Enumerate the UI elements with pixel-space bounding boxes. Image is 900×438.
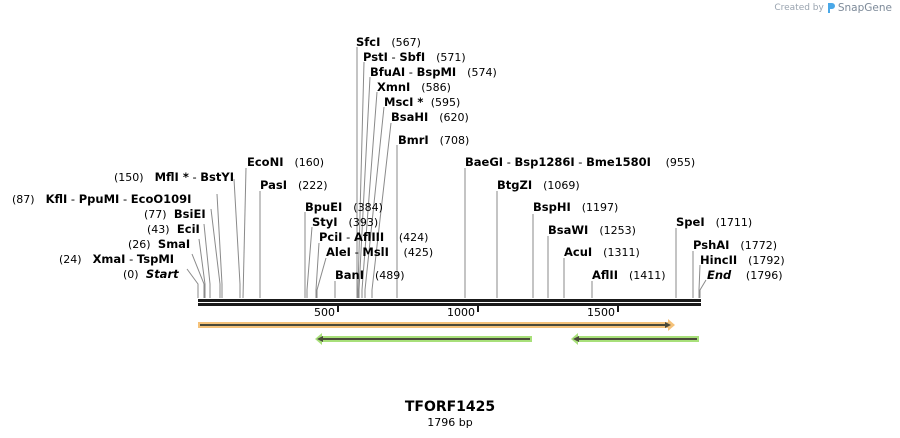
- orange-feature-arrow[interactable]: [198, 319, 675, 331]
- site-label-acui[interactable]: AcuI (1311): [564, 245, 640, 259]
- site-label-bfuai-bspmi[interactable]: BfuAI - BspMI (574): [370, 65, 497, 79]
- sequence-name: TFORF1425: [404, 399, 496, 415]
- site-label-bpuei[interactable]: BpuEI (384): [305, 200, 383, 214]
- site-label-xmni[interactable]: XmnI (586): [377, 80, 451, 94]
- site-label-xmai-tspmi[interactable]: (24) XmaI - TspMI: [59, 252, 175, 266]
- site-label-sfci[interactable]: SfcI (567): [356, 35, 421, 49]
- site-label-bsphi[interactable]: BspHI (1197): [533, 200, 619, 214]
- site-label-bani[interactable]: BanI (489): [335, 268, 405, 282]
- site-label-pasi[interactable]: PasI (222): [260, 178, 328, 192]
- site-label-baegi-bsp1286i-bme1580i[interactable]: BaeGI - Bsp1286I - Bme1580I (955): [465, 155, 696, 169]
- site-label-alei-msli[interactable]: AleI - MslI (425): [326, 245, 434, 259]
- ruler-label-500: 500: [314, 306, 335, 319]
- site-label-smai[interactable]: (26) SmaI: [128, 237, 191, 251]
- site-label-hincii[interactable]: HincII (1792): [700, 253, 785, 267]
- site-label-econi[interactable]: EcoNI (160): [247, 155, 325, 169]
- snapgene-logo-icon: [827, 3, 835, 13]
- site-label-bmri[interactable]: BmrI (708): [398, 133, 470, 147]
- green-feature-arrow-2[interactable]: [571, 333, 699, 345]
- leader-lines: [186, 47, 707, 299]
- backbone-bottom-strand: [198, 303, 701, 306]
- green-feature-arrow-1[interactable]: [315, 333, 532, 345]
- backbone-top-strand: [198, 299, 701, 302]
- site-label-bsawi[interactable]: BsaWI (1253): [548, 223, 636, 237]
- credit-prefix: Created by: [774, 3, 824, 13]
- site-label-aflii[interactable]: AflII (1411): [592, 268, 666, 282]
- ruler-label-1500: 1500: [587, 306, 615, 319]
- ruler-label-1000: 1000: [447, 306, 475, 319]
- snapgene-credit: Created by SnapGene: [774, 2, 892, 14]
- site-label-mfli-bstyi[interactable]: (150) MflI * - BstYI: [114, 170, 235, 184]
- site-label-kfli-ppumi-ecoo109i[interactable]: (87) KflI - PpuMI - EcoO109I: [12, 192, 192, 206]
- site-label-pcii-afliii[interactable]: PciI - AflIII (424): [319, 230, 429, 244]
- site-label-ecii[interactable]: (43) EciI: [147, 222, 200, 236]
- ruler-ticks: [337, 306, 619, 312]
- credit-brand: SnapGene: [837, 2, 892, 14]
- site-label-spei[interactable]: SpeI (1711): [676, 215, 753, 229]
- site-label-end[interactable]: End (1796): [707, 268, 783, 282]
- site-label-start[interactable]: (0) Start: [123, 267, 179, 281]
- site-label-styi[interactable]: StyI (393): [312, 215, 379, 229]
- site-label-psti-sbfi[interactable]: PstI - SbfI (571): [363, 50, 466, 64]
- sequence-length: 1796 bp: [427, 416, 473, 429]
- site-label-btgzi[interactable]: BtgZI (1069): [497, 178, 580, 192]
- site-label-bsahi[interactable]: BsaHI (620): [391, 110, 469, 124]
- site-label-pshai[interactable]: PshAI (1772): [693, 238, 777, 252]
- site-label-msci[interactable]: MscI * (595): [384, 95, 461, 109]
- site-label-bsiei[interactable]: (77) BsiEI: [144, 207, 206, 221]
